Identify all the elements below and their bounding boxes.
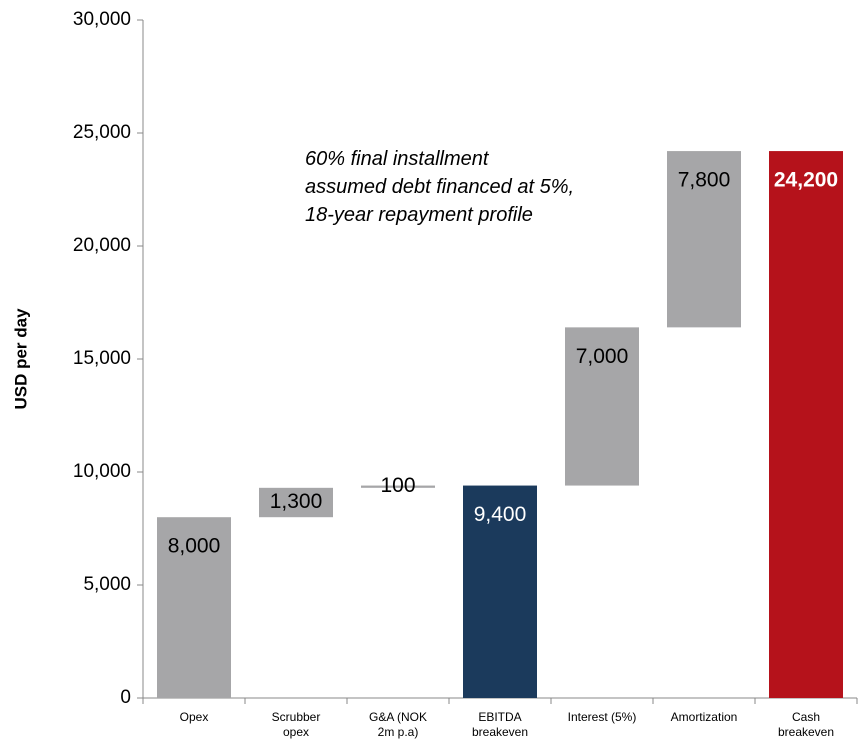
y-tick-label: 5,000: [83, 574, 131, 595]
x-tick-label: EBITDA breakeven: [471, 710, 529, 739]
value-label: 8,000: [168, 535, 221, 558]
value-label: 7,000: [576, 345, 629, 368]
bar: [259, 487, 333, 518]
annotation: 60% final installment assumed debt finan…: [305, 148, 575, 226]
y-tick-label: 25,000: [73, 122, 131, 143]
y-tick-label: 20,000: [73, 235, 131, 256]
y-tick-label: 10,000: [73, 461, 131, 482]
bar: [361, 485, 435, 488]
value-label: 1,300: [270, 490, 323, 513]
bar: [565, 327, 639, 486]
y-tick-label: 30,000: [73, 9, 131, 30]
y-tick-label: 0: [120, 687, 131, 708]
value-label: 9,400: [474, 503, 527, 526]
x-tick-label: Opex: [179, 710, 209, 724]
x-tick-label: Interest (5%): [567, 710, 637, 724]
bar: [667, 151, 741, 328]
bar: [769, 151, 843, 698]
bar: [157, 517, 231, 698]
value-label: 7,800: [678, 169, 731, 192]
y-tick-label: 15,000: [73, 348, 131, 369]
x-tick-label: Amortization: [670, 710, 738, 724]
x-tick-label: Scrubber opex: [271, 710, 321, 739]
value-label: 24,200: [774, 169, 838, 192]
x-tick-label: G&A (NOK 2m p.a): [368, 710, 427, 739]
y-axis-label: USD per day: [11, 308, 30, 410]
value-label: 100: [380, 474, 415, 497]
x-tick-label: Cash breakeven: [777, 710, 835, 739]
bar: [463, 485, 537, 698]
